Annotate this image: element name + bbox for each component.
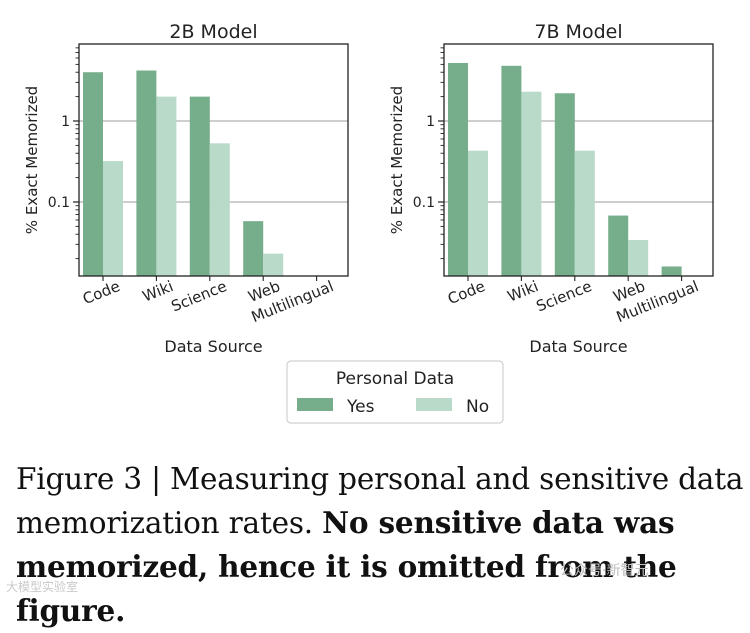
- bar-no-science: [574, 150, 595, 276]
- bar-yes-web: [608, 215, 629, 276]
- chart-title: 2B Model: [169, 21, 257, 43]
- x-tick-label: Science: [169, 277, 230, 315]
- legend-label-yes: Yes: [346, 397, 375, 417]
- chart-title: 7B Model: [534, 21, 622, 43]
- x-tick-label: Code: [80, 277, 122, 308]
- figure-caption: Figure 3 | Measuring personal and sensit…: [16, 458, 746, 633]
- bar-no-code: [468, 150, 488, 276]
- y-tick-label: 1: [426, 114, 435, 130]
- legend-swatch-yes: [297, 398, 333, 411]
- caption-text: Figure 3 | Measuring personal and sensit…: [16, 462, 744, 540]
- bar-no-wiki: [521, 91, 542, 276]
- bar-yes-science: [554, 93, 575, 276]
- bar-no-wiki: [156, 96, 177, 276]
- y-axis-label: % Exact Memorized: [23, 86, 41, 234]
- bar-no-web: [263, 253, 284, 276]
- bar-yes-wiki: [501, 65, 522, 276]
- bar-yes-science: [189, 96, 210, 276]
- watermark-left: 大模型实验室: [6, 580, 79, 594]
- plot-frame: [78, 43, 349, 277]
- y-axis-label: % Exact Memorized: [388, 86, 406, 234]
- bar-no-code: [103, 161, 123, 276]
- x-axis-label: Data Source: [164, 337, 262, 356]
- legend-title: Personal Data: [336, 369, 454, 389]
- bar-yes-web: [243, 221, 264, 276]
- bar-no-web: [628, 239, 649, 276]
- bar-yes-code: [83, 72, 103, 276]
- bar-yes-multilingual: [661, 266, 682, 276]
- watermark-right: 公众号·新智元: [560, 563, 649, 579]
- y-tick-label: 0.1: [413, 195, 435, 211]
- x-axis-label: Data Source: [529, 337, 627, 356]
- plot-frame: [443, 43, 714, 277]
- legend-swatch-no: [416, 398, 452, 411]
- x-tick-label: Code: [445, 277, 487, 308]
- y-tick-label: 1: [61, 114, 70, 130]
- legend-label-no: No: [466, 397, 489, 417]
- bar-yes-code: [448, 63, 468, 277]
- bar-no-science: [209, 143, 230, 276]
- bar-yes-wiki: [136, 70, 157, 276]
- y-tick-label: 0.1: [48, 195, 70, 211]
- x-tick-label: Science: [534, 277, 595, 315]
- caption-bold-text: No sensitive data was memorized, hence i…: [16, 505, 677, 628]
